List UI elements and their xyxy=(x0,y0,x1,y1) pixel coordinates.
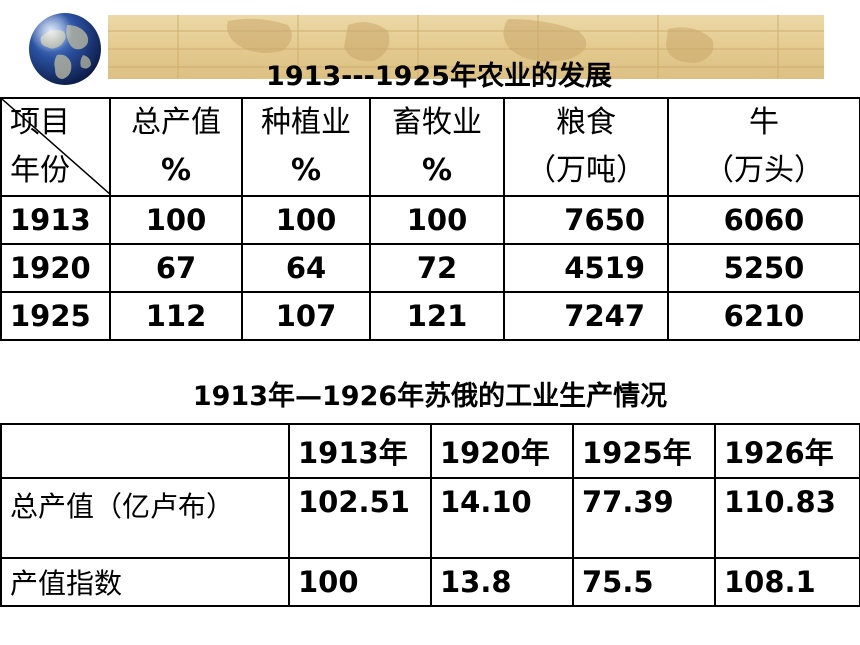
value-cell: 7650 xyxy=(503,195,669,245)
header-label: 牛 xyxy=(749,105,779,140)
header-label: 畜牧业 xyxy=(392,105,482,140)
header-unit: （万吨） xyxy=(526,153,646,188)
year-header-cell: 1913年 xyxy=(288,423,432,479)
header-unit: % xyxy=(421,153,453,188)
value-cell: 5250 xyxy=(667,243,860,293)
value-cell: 102.51 xyxy=(288,477,432,559)
value-cell: 110.83 xyxy=(714,477,860,559)
header-cattle: 牛 （万头） xyxy=(667,97,860,197)
header-label: 粮食 xyxy=(556,105,616,140)
header-unit: （万头） xyxy=(704,153,824,188)
value-cell: 67 xyxy=(109,243,243,293)
agriculture-table: 项目 年份 总产值 % 种植业 % 畜牧业 % 粮食 （万吨） 牛 （万头） xyxy=(0,97,860,341)
year-header-cell: 1920年 xyxy=(430,423,574,479)
year-cell: 1925 xyxy=(0,291,111,341)
table-row: 1920 67 64 72 4519 5250 xyxy=(0,243,860,293)
row-label-cell: 总产值（亿卢布） xyxy=(0,477,290,559)
header-unit: % xyxy=(290,153,322,188)
value-cell: 100 xyxy=(109,195,243,245)
year-cell: 1913 xyxy=(0,195,111,245)
year-header-cell: 1925年 xyxy=(572,423,716,479)
header-year-label: 年份 xyxy=(10,153,70,188)
value-cell: 100 xyxy=(288,557,432,607)
value-cell: 7247 xyxy=(503,291,669,341)
value-cell: 6210 xyxy=(667,291,860,341)
industry-header-row: 1913年 1920年 1925年 1926年 xyxy=(0,423,860,479)
table-row: 1925 112 107 121 7247 6210 xyxy=(0,291,860,341)
header-livestock: 畜牧业 % xyxy=(369,97,505,197)
header-total-output: 总产值 % xyxy=(109,97,243,197)
value-cell: 100 xyxy=(369,195,505,245)
industry-table: 1913年 1920年 1925年 1926年 总产值（亿卢布） 102.51 … xyxy=(0,423,860,607)
value-cell: 107 xyxy=(241,291,371,341)
header-unit: % xyxy=(160,153,192,188)
value-cell: 14.10 xyxy=(430,477,574,559)
diagonal-divider xyxy=(3,100,108,194)
table-row: 总产值（亿卢布） 102.51 14.10 77.39 110.83 xyxy=(0,477,860,559)
agriculture-title: 1913---1925年农业的发展 xyxy=(266,61,612,92)
value-cell: 6060 xyxy=(667,195,860,245)
agriculture-header-row: 项目 年份 总产值 % 种植业 % 畜牧业 % 粮食 （万吨） 牛 （万头） xyxy=(0,97,860,197)
value-cell: 121 xyxy=(369,291,505,341)
year-header-cell: 1926年 xyxy=(714,423,860,479)
value-cell: 112 xyxy=(109,291,243,341)
value-cell: 75.5 xyxy=(572,557,716,607)
industry-title: 1913年—1926年苏俄的工业生产情况 xyxy=(192,381,668,412)
header-label: 总产值 xyxy=(131,105,221,140)
value-cell: 4519 xyxy=(503,243,669,293)
value-cell: 100 xyxy=(241,195,371,245)
world-map-banner xyxy=(108,15,824,79)
header-item-label: 项目 xyxy=(10,105,70,140)
value-cell: 108.1 xyxy=(714,557,860,607)
year-cell: 1920 xyxy=(0,243,111,293)
header-corner-cell: 项目 年份 xyxy=(0,97,111,197)
header-grain: 粮食 （万吨） xyxy=(503,97,669,197)
globe-icon xyxy=(27,11,103,87)
value-cell: 64 xyxy=(241,243,371,293)
empty-corner-cell xyxy=(0,423,290,479)
value-cell: 72 xyxy=(369,243,505,293)
header-planting: 种植业 % xyxy=(241,97,371,197)
value-cell: 77.39 xyxy=(572,477,716,559)
value-cell: 13.8 xyxy=(430,557,574,607)
header-label: 种植业 xyxy=(261,105,351,140)
table-row: 产值指数 100 13.8 75.5 108.1 xyxy=(0,557,860,607)
row-label-cell: 产值指数 xyxy=(0,557,290,607)
table-row: 1913 100 100 100 7650 6060 xyxy=(0,195,860,245)
